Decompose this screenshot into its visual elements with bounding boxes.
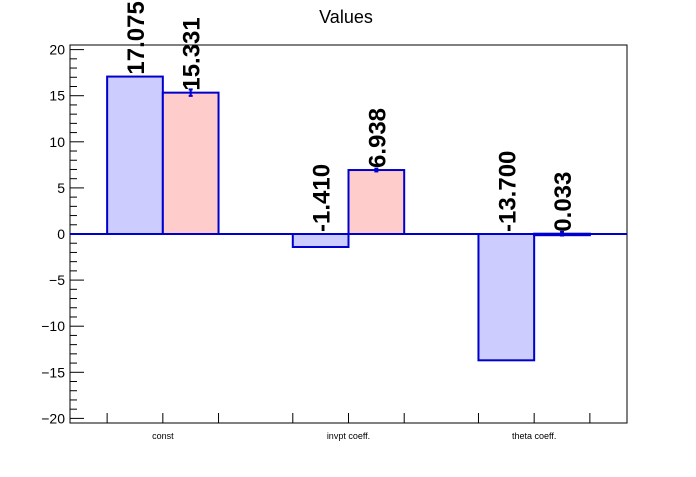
x-tick-label: invpt coeff.	[327, 431, 370, 441]
y-tick-label: 20	[49, 42, 65, 58]
bar	[161, 91, 220, 235]
y-tick-label: −15	[41, 364, 65, 380]
data-label: -1.410	[309, 164, 336, 232]
y-tick-label: 15	[49, 88, 65, 104]
data-label: 15.331	[179, 17, 206, 90]
plot-area: −20 −15 −10 −5 0 5 10 15 20 17.075 -1.410 -13.700 15…	[41, 1, 628, 441]
y-tick-label: 0	[57, 226, 65, 242]
bar	[347, 169, 406, 235]
data-label: 6.938	[364, 108, 391, 168]
data-label: 17.075	[123, 1, 150, 74]
bar	[106, 75, 164, 235]
x-tick-label: const	[152, 431, 174, 441]
data-label: -13.700	[494, 151, 521, 232]
data-label: 0.033	[550, 172, 577, 232]
y-tick-label: −10	[41, 318, 65, 334]
y-tick-label: −20	[41, 410, 65, 426]
bar	[477, 233, 536, 362]
chart-title: Values	[319, 7, 373, 27]
y-tick-label: 10	[49, 134, 65, 150]
y-tick-label: −5	[49, 272, 65, 288]
bar	[291, 233, 350, 248]
y-tick-label: 5	[57, 180, 65, 196]
x-tick-label: theta coeff.	[512, 431, 556, 441]
